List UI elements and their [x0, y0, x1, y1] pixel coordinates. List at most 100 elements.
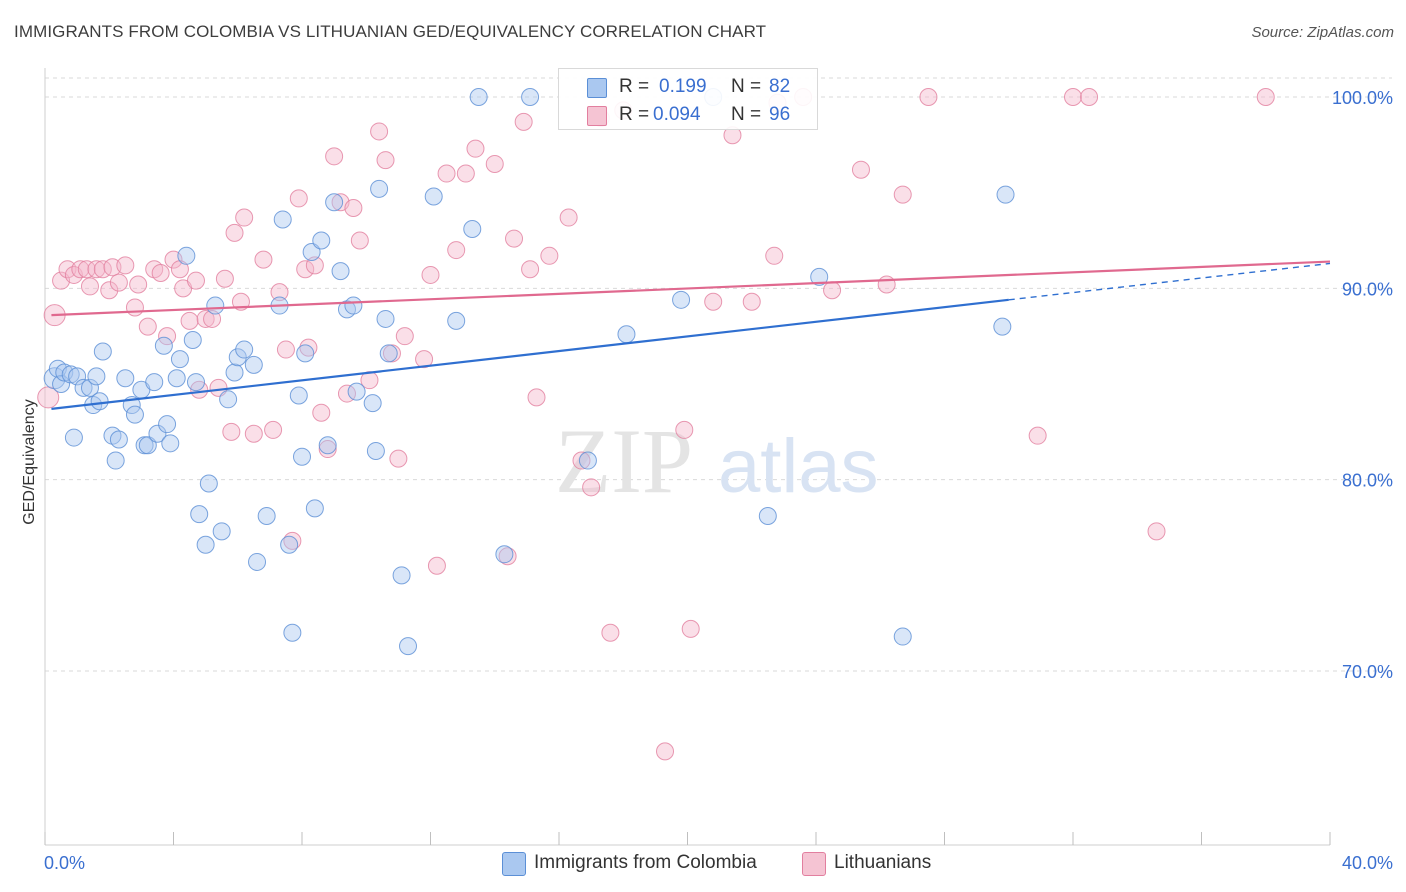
lithuanian-point — [370, 122, 389, 141]
lithuanian-point — [186, 271, 205, 290]
lithuanian-point — [296, 260, 315, 279]
lithuanian-point — [77, 260, 96, 279]
lithuanian-point — [427, 556, 446, 575]
legend-swatch-colombia — [587, 78, 607, 98]
lithuanian-point — [919, 88, 938, 106]
colombia-point — [578, 451, 597, 470]
colombia-point — [280, 535, 299, 554]
watermark-atlas: atlas — [718, 424, 879, 509]
lithuanian-point — [765, 246, 784, 265]
lithuanian-point — [498, 547, 517, 566]
lithuanian-point — [527, 388, 546, 407]
lithuanian-point — [521, 260, 540, 279]
colombia-point — [363, 394, 382, 413]
lithuanian-point — [572, 451, 591, 470]
colombia-point — [283, 623, 302, 642]
colombia-point — [138, 436, 157, 455]
lithuanian-point — [514, 112, 533, 131]
bottom-legend-swatch-colombia — [502, 852, 526, 876]
lithuanian-point — [1028, 426, 1047, 445]
lithuanian-point — [742, 292, 761, 311]
lithuanian-point — [244, 424, 263, 443]
colombia-point — [145, 373, 164, 392]
lithuanian-point — [505, 229, 524, 248]
lithuanian-point — [71, 260, 90, 279]
colombia-point — [370, 179, 389, 198]
x-tick-label: 0.0% — [44, 853, 85, 873]
lithuanian-point — [877, 275, 896, 294]
colombia-point — [183, 330, 202, 349]
lithuanian-point — [151, 264, 170, 283]
colombia-point — [325, 193, 344, 212]
colombia-point — [257, 507, 276, 526]
colombia-point — [212, 522, 231, 541]
lithuanian-point — [456, 164, 475, 183]
colombia-point — [235, 340, 254, 359]
colombia-point — [80, 378, 99, 397]
colombia-point — [109, 430, 128, 449]
gridlines — [45, 77, 1392, 672]
legend-n-label: N = — [731, 76, 762, 97]
colombia-point — [90, 392, 109, 411]
lithuanian-point — [312, 403, 331, 422]
colombia-point — [87, 367, 106, 386]
bottom-legend-label-colombia: Immigrants from Colombia — [534, 852, 757, 873]
colombia-trendline — [51, 298, 1009, 410]
legend-r-value: 0.199 — [659, 76, 707, 97]
colombia-point — [248, 552, 267, 571]
colombia-point — [447, 311, 466, 330]
lithuanian-point — [180, 311, 199, 330]
lithuanian-point — [851, 160, 870, 179]
y-tick-label: 70.0% — [1342, 662, 1393, 682]
lithuanian-point — [376, 151, 395, 170]
colombia-point — [495, 545, 514, 564]
colombia-point — [376, 309, 395, 328]
lithuanian-point — [80, 277, 99, 296]
lithuanian-point — [601, 623, 620, 642]
legend-n-label: N = — [731, 104, 762, 125]
colombia-point — [347, 382, 366, 401]
colombia-point — [199, 474, 218, 493]
legend-n-value: 82 — [769, 76, 791, 97]
lithuanian-point — [350, 231, 369, 250]
legend-n-value: 96 — [769, 104, 791, 125]
lithuanian-point — [235, 208, 254, 227]
colombia-point — [154, 336, 173, 355]
lithuanian-point — [389, 449, 408, 468]
lithuanian-point — [437, 164, 456, 183]
lithuanian-point — [125, 298, 144, 317]
colombia-point — [469, 88, 488, 106]
legend-r-label: R = — [619, 104, 650, 125]
colombia-point — [392, 566, 411, 585]
colombia-point — [244, 355, 263, 374]
colombia-point — [106, 451, 125, 470]
colombia-point — [170, 350, 189, 369]
lithuanian-point — [415, 350, 434, 369]
lithuanian-point — [325, 147, 344, 166]
lithuanian-point — [87, 260, 106, 279]
colombia-point — [68, 367, 87, 386]
lithuanian-point — [344, 198, 363, 217]
x-tick-label: 40.0% — [1342, 853, 1393, 873]
colombia-point — [463, 220, 482, 239]
colombia-point — [177, 246, 196, 265]
chart-title: IMMIGRANTS FROM COLOMBIA VS LITHUANIAN G… — [14, 22, 767, 41]
colombia-point — [167, 369, 186, 388]
colombia-point — [161, 434, 180, 453]
watermark: ZIP atlas — [555, 410, 879, 512]
lithuanian-point — [1080, 88, 1099, 106]
colombia-point — [52, 375, 71, 393]
colombia-point — [61, 365, 80, 384]
lithuanian-point — [264, 420, 283, 439]
y-tick-label: 100.0% — [1332, 88, 1393, 108]
lithuanian-point — [116, 256, 135, 275]
lithuanian-point — [559, 208, 578, 227]
lithuanian-point — [109, 273, 128, 292]
legend-swatch-lithuanians — [587, 106, 607, 126]
colombia-point — [225, 363, 244, 382]
watermark-zip: ZIP — [555, 410, 693, 512]
lithuanian-point — [681, 619, 700, 638]
lithuanian-point — [582, 478, 601, 497]
lithuanian-point — [485, 154, 504, 173]
